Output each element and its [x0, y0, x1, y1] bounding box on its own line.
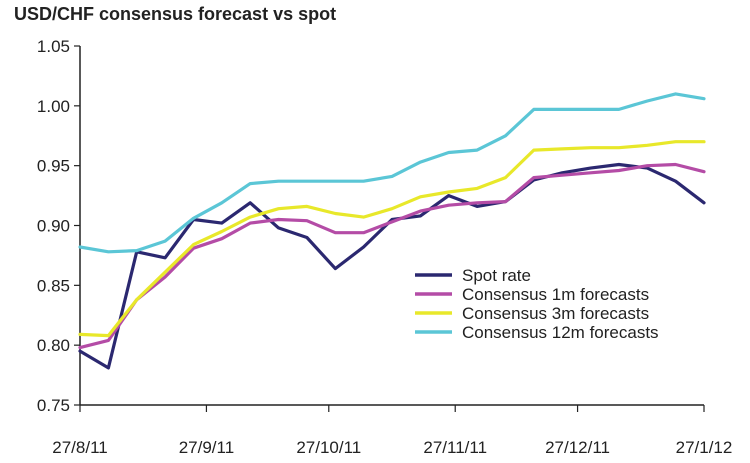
y-tick-label: 0.95 [37, 157, 70, 176]
y-tick-label: 0.90 [37, 217, 70, 236]
legend-label: Consensus 3m forecasts [462, 304, 649, 323]
x-tick-label: 27/1/12 [676, 438, 733, 457]
series-line-4 [78, 92, 706, 254]
y-tick-label: 0.75 [37, 396, 70, 415]
y-tick-label: 0.80 [37, 336, 70, 355]
series-line-3 [78, 140, 706, 338]
legend-label: Spot rate [462, 266, 531, 285]
axes: 1.05 1.00 0.95 0.90 0.85 0.80 0.75 27/8/11 27/9/… [37, 37, 732, 457]
y-tick-label: 0.85 [37, 276, 70, 295]
y-tick-label: 1.00 [37, 97, 70, 116]
series-line-2 [78, 162, 706, 350]
legend-label: Consensus 12m forecasts [462, 323, 659, 342]
x-tick-label: 27/9/11 [179, 438, 234, 457]
x-tick-label: 27/10/11 [296, 438, 361, 457]
x-tick-label: 27/8/11 [52, 438, 107, 457]
x-tick-label: 27/12/11 [545, 438, 610, 457]
series-lines [78, 92, 706, 370]
chart-title: USD/CHF consensus forecast vs spot [14, 4, 337, 24]
y-tick-label: 1.05 [37, 37, 70, 56]
series-line-1 [78, 162, 706, 370]
legend-label: Consensus 1m forecasts [462, 285, 649, 304]
x-tick-label: 27/11/11 [423, 438, 487, 457]
